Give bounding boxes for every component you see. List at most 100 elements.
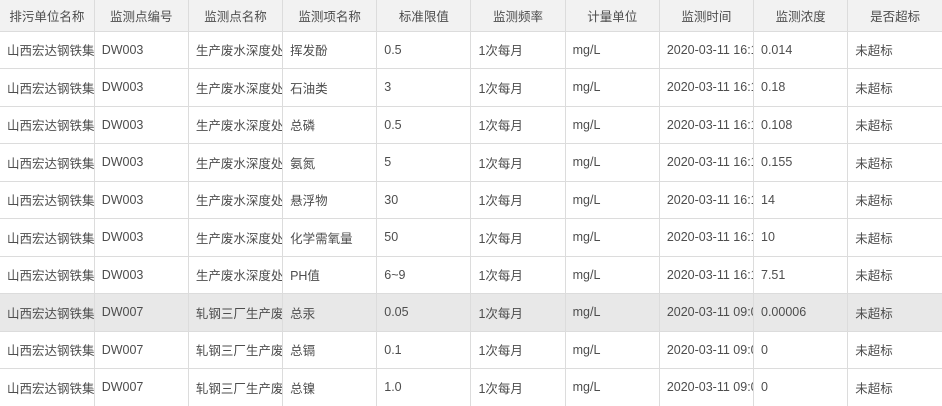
cell-point-name: 生产废水深度处理 <box>188 218 284 257</box>
cell-point-name: 生产废水深度处理 <box>188 31 284 69</box>
cell-standard-limit: 0.5 <box>376 106 472 144</box>
cell-standard-limit: 6~9 <box>376 256 472 294</box>
column-header-frequency: 监测频率 <box>470 0 566 32</box>
column-header-exceed-status: 是否超标 <box>847 0 942 32</box>
cell-unit-name: 山西宏达钢铁集团 <box>0 181 95 219</box>
cell-standard-limit: 0.05 <box>376 293 472 332</box>
cell-measure-unit: mg/L <box>565 256 660 294</box>
cell-concentration: 14 <box>753 181 849 219</box>
cell-measure-unit: mg/L <box>565 331 660 369</box>
cell-measure-unit: mg/L <box>565 293 660 332</box>
cell-unit-name: 山西宏达钢铁集团 <box>0 331 95 369</box>
cell-frequency: 1次每月 <box>470 68 566 107</box>
table-row[interactable]: 山西宏达钢铁集团DW003生产废水深度处理化学需氧量501次每月mg/L2020… <box>0 218 942 257</box>
cell-frequency: 1次每月 <box>470 106 566 144</box>
column-header-monitor-time: 监测时间 <box>659 0 755 32</box>
cell-concentration: 0 <box>753 368 849 406</box>
cell-standard-limit: 0.1 <box>376 331 472 369</box>
cell-unit-name: 山西宏达钢铁集团 <box>0 218 95 257</box>
cell-point-name: 轧钢三厂生产废水 <box>188 331 284 369</box>
table-row[interactable]: 山西宏达钢铁集团DW003生产废水深度处理悬浮物301次每月mg/L2020-0… <box>0 181 942 219</box>
cell-unit-name: 山西宏达钢铁集团 <box>0 143 95 182</box>
cell-concentration: 0.155 <box>753 143 849 182</box>
cell-monitor-time: 2020-03-11 16:1 <box>659 143 755 182</box>
cell-measure-unit: mg/L <box>565 31 660 69</box>
cell-unit-name: 山西宏达钢铁集团 <box>0 68 95 107</box>
column-header-point-code: 监测点编号 <box>94 0 189 32</box>
cell-point-name: 生产废水深度处理 <box>188 256 284 294</box>
cell-point-name: 生产废水深度处理 <box>188 68 284 107</box>
cell-exceed-status: 未超标 <box>847 218 942 257</box>
cell-point-code: DW007 <box>94 331 189 369</box>
table-row[interactable]: 山西宏达钢铁集团DW003生产废水深度处理总磷0.51次每月mg/L2020-0… <box>0 106 942 144</box>
cell-point-name: 轧钢三厂生产废水 <box>188 293 284 332</box>
cell-exceed-status: 未超标 <box>847 31 942 69</box>
cell-frequency: 1次每月 <box>470 293 566 332</box>
cell-item-name: 化学需氧量 <box>282 218 378 257</box>
table-head: 排污单位名称 监测点编号 监测点名称 监测项名称 标准限值 监测频率 计量单位 监测时间 监测浓… <box>0 0 942 32</box>
cell-measure-unit: mg/L <box>565 218 660 257</box>
cell-standard-limit: 1.0 <box>376 368 472 406</box>
cell-point-code: DW003 <box>94 68 189 107</box>
cell-standard-limit: 0.5 <box>376 31 472 69</box>
cell-exceed-status: 未超标 <box>847 331 942 369</box>
table-row[interactable]: 山西宏达钢铁集团DW007轧钢三厂生产废水总镉0.11次每月mg/L2020-0… <box>0 331 942 369</box>
cell-monitor-time: 2020-03-11 16:1 <box>659 181 755 219</box>
cell-concentration: 0 <box>753 331 849 369</box>
cell-point-code: DW007 <box>94 368 189 406</box>
cell-point-code: DW003 <box>94 181 189 219</box>
cell-item-name: 总汞 <box>282 293 378 332</box>
cell-concentration: 0.18 <box>753 68 849 107</box>
cell-frequency: 1次每月 <box>470 256 566 294</box>
column-header-standard-limit: 标准限值 <box>376 0 472 32</box>
cell-measure-unit: mg/L <box>565 368 660 406</box>
cell-monitor-time: 2020-03-11 16:1 <box>659 31 755 69</box>
cell-point-code: DW003 <box>94 106 189 144</box>
cell-monitor-time: 2020-03-11 16:1 <box>659 106 755 144</box>
cell-monitor-time: 2020-03-11 09:0 <box>659 331 755 369</box>
cell-point-name: 生产废水深度处理 <box>188 181 284 219</box>
cell-point-name: 轧钢三厂生产废水 <box>188 368 284 406</box>
cell-concentration: 10 <box>753 218 849 257</box>
cell-unit-name: 山西宏达钢铁集团 <box>0 293 95 332</box>
table-row[interactable]: 山西宏达钢铁集团DW003生产废水深度处理PH值6~91次每月mg/L2020-… <box>0 256 942 294</box>
cell-point-code: DW003 <box>94 218 189 257</box>
cell-exceed-status: 未超标 <box>847 68 942 107</box>
cell-exceed-status: 未超标 <box>847 368 942 406</box>
table-row[interactable]: 山西宏达钢铁集团DW003生产废水深度处理氨氮51次每月mg/L2020-03-… <box>0 143 942 182</box>
column-header-measure-unit: 计量单位 <box>565 0 660 32</box>
cell-point-code: DW003 <box>94 143 189 182</box>
cell-standard-limit: 3 <box>376 68 472 107</box>
cell-concentration: 0.00006 <box>753 293 849 332</box>
cell-item-name: PH值 <box>282 256 378 294</box>
cell-concentration: 7.51 <box>753 256 849 294</box>
table-row[interactable]: 山西宏达钢铁集团DW007轧钢三厂生产废水总镍1.01次每月mg/L2020-0… <box>0 368 942 406</box>
cell-monitor-time: 2020-03-11 16:1 <box>659 68 755 107</box>
cell-standard-limit: 30 <box>376 181 472 219</box>
table-row[interactable]: 山西宏达钢铁集团DW003生产废水深度处理石油类31次每月mg/L2020-03… <box>0 68 942 107</box>
cell-frequency: 1次每月 <box>470 218 566 257</box>
cell-point-name: 生产废水深度处理 <box>188 106 284 144</box>
cell-frequency: 1次每月 <box>470 368 566 406</box>
cell-unit-name: 山西宏达钢铁集团 <box>0 31 95 69</box>
cell-monitor-time: 2020-03-11 16:1 <box>659 218 755 257</box>
cell-point-code: DW003 <box>94 256 189 294</box>
table-row[interactable]: 山西宏达钢铁集团DW003生产废水深度处理挥发酚0.51次每月mg/L2020-… <box>0 31 942 69</box>
cell-measure-unit: mg/L <box>565 143 660 182</box>
column-header-concentration: 监测浓度 <box>753 0 849 32</box>
column-header-point-name: 监测点名称 <box>188 0 284 32</box>
table-row[interactable]: 山西宏达钢铁集团DW007轧钢三厂生产废水总汞0.051次每月mg/L2020-… <box>0 293 942 332</box>
cell-point-code: DW003 <box>94 31 189 69</box>
cell-standard-limit: 5 <box>376 143 472 182</box>
cell-item-name: 总磷 <box>282 106 378 144</box>
cell-exceed-status: 未超标 <box>847 106 942 144</box>
cell-item-name: 挥发酚 <box>282 31 378 69</box>
cell-frequency: 1次每月 <box>470 331 566 369</box>
cell-measure-unit: mg/L <box>565 181 660 219</box>
table-body: 山西宏达钢铁集团DW003生产废水深度处理挥发酚0.51次每月mg/L2020-… <box>0 31 942 406</box>
cell-frequency: 1次每月 <box>470 181 566 219</box>
cell-exceed-status: 未超标 <box>847 181 942 219</box>
cell-frequency: 1次每月 <box>470 31 566 69</box>
